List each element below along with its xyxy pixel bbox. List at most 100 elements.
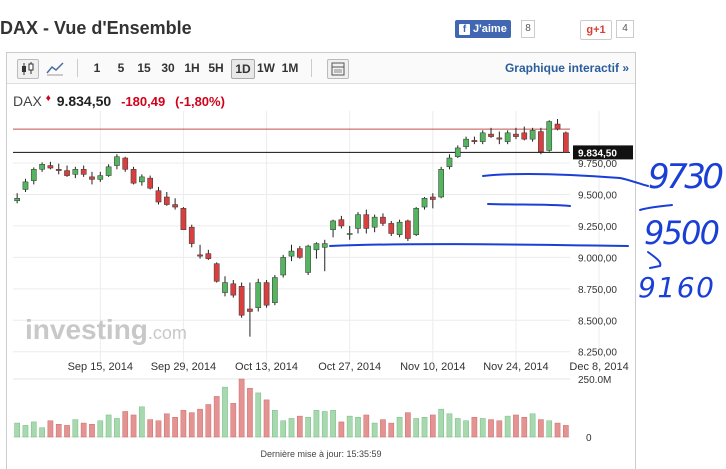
candle-body: [72, 169, 79, 175]
volume-zero-label: 0: [586, 433, 592, 444]
last-update: Dernière mise à jour: 15:35:59: [260, 449, 382, 459]
candle-body: [496, 137, 503, 140]
candle-body: [313, 243, 320, 251]
x-tick-label: Nov 10, 2014: [400, 361, 465, 373]
facebook-like-button[interactable]: f J'aime: [455, 20, 511, 38]
volume-bar: [421, 417, 428, 438]
y-tick-label: 9.750,00: [578, 159, 617, 170]
candle-body: [479, 132, 486, 142]
candle-body: [430, 196, 436, 200]
interval-30[interactable]: 30: [161, 61, 175, 75]
volume-bar: [355, 417, 361, 438]
candle-body: [222, 282, 228, 293]
candle-body: [247, 308, 253, 312]
candle-body: [296, 248, 303, 258]
candle-body: [89, 176, 95, 180]
volume-bar: [130, 414, 137, 438]
volume-bar: [454, 418, 461, 438]
volume-bar: [546, 420, 553, 438]
volume-bar: [230, 403, 237, 438]
candle-body: [122, 157, 129, 170]
candle-body: [529, 130, 536, 140]
candle-body: [521, 132, 528, 140]
volume-bar: [39, 427, 45, 438]
candle-body: [371, 216, 378, 228]
volume-bar: [446, 413, 453, 438]
volume-bar: [513, 414, 519, 438]
settings-panel-icon[interactable]: [327, 59, 349, 79]
candle-body: [139, 176, 145, 183]
candle-body: [438, 169, 444, 198]
volume-bar: [504, 415, 511, 438]
interactive-chart-link[interactable]: Graphique interactif »: [504, 61, 629, 75]
candle-body: [471, 140, 478, 142]
line-chart-icon[interactable]: [45, 59, 65, 77]
volume-bar: [563, 425, 569, 438]
volume-bar: [388, 422, 395, 438]
interval-1[interactable]: 1: [93, 61, 101, 75]
candle-body: [330, 220, 336, 230]
volume-bar: [30, 421, 37, 438]
volume-bar: [521, 417, 528, 438]
interval-15[interactable]: 15: [137, 61, 151, 75]
price-label-text: 9.834,50: [578, 148, 617, 159]
candle-body: [55, 169, 62, 171]
volume-bar: [238, 378, 245, 438]
volume-bar: [222, 386, 228, 438]
candle-body: [188, 226, 195, 244]
candle-body: [105, 166, 112, 176]
candle-body: [97, 175, 104, 180]
volume-bar: [330, 410, 336, 438]
candle-body: [22, 181, 29, 190]
volume-bar: [247, 388, 253, 438]
candle-body: [380, 216, 386, 224]
volume-bar: [64, 425, 70, 438]
volume-bar: [72, 419, 79, 438]
volume-bar: [430, 414, 436, 438]
interval-1m[interactable]: 1M: [281, 61, 299, 75]
candle-body: [197, 254, 203, 257]
volume-bar: [296, 415, 303, 438]
interval-1w[interactable]: 1W: [257, 61, 275, 75]
volume-bar: [55, 423, 62, 438]
candle-body: [446, 157, 453, 168]
candle-body: [421, 198, 428, 208]
interval-1d[interactable]: 1D: [231, 59, 255, 79]
candle-body: [504, 132, 511, 142]
volume-bar: [105, 414, 112, 438]
candle-body: [255, 282, 262, 308]
volume-bar: [89, 423, 95, 438]
candle-body: [513, 133, 519, 137]
volume-bar: [321, 411, 328, 438]
volume-bar: [471, 417, 478, 438]
investing-logo: investing.com: [25, 314, 187, 345]
candle-body: [147, 177, 153, 189]
google-plus-button[interactable]: g+1: [580, 20, 612, 40]
x-tick-label: Sep 15, 2014: [68, 361, 133, 373]
volume-bar: [188, 412, 195, 438]
volume-bar: [538, 419, 544, 438]
toolbar-divider: [77, 59, 78, 77]
candle-body: [396, 221, 403, 235]
facebook-like-count: 8: [521, 20, 535, 38]
candlestick-chart-icon[interactable]: [17, 59, 39, 79]
volume-bar: [163, 413, 170, 438]
page-title: DAX - Vue d'Ensemble: [0, 18, 192, 38]
facebook-icon: f: [459, 23, 470, 35]
candle-body: [454, 147, 461, 157]
interval-5[interactable]: 5: [117, 61, 125, 75]
volume-bar: [272, 410, 278, 438]
candle-body: [280, 257, 287, 276]
interval-1h[interactable]: 1H: [184, 61, 200, 75]
volume-bar: [463, 420, 469, 438]
candle-body: [155, 190, 162, 203]
volume-bar: [147, 419, 153, 438]
candle-body: [47, 165, 54, 169]
volume-bar: [288, 418, 295, 438]
candle-body: [488, 133, 494, 137]
chart-panel: 1 5 15 30 1H 5H 1D 1W 1M Graphique interactif » …: [6, 52, 636, 469]
quote-line: DAX ♦ 9.834,50 -180,49 (-1,80%): [13, 93, 225, 109]
y-tick-label: 9.250,00: [578, 222, 617, 233]
interval-5h[interactable]: 5H: [208, 61, 224, 75]
volume-bar: [255, 392, 262, 438]
